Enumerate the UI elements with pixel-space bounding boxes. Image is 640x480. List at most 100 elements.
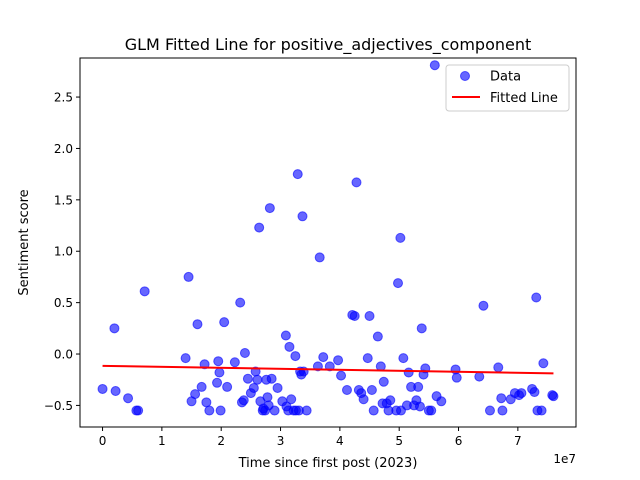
- legend: Data Fitted Line: [445, 64, 570, 112]
- data-point: [436, 396, 447, 407]
- data-point: [516, 388, 527, 399]
- data-point: [474, 371, 485, 382]
- legend-data-label: Data: [490, 70, 521, 85]
- y-tick-label: 2.0: [54, 142, 73, 156]
- data-point: [196, 381, 207, 392]
- y-axis-label: Sentiment score: [17, 189, 32, 295]
- data-point: [252, 374, 263, 385]
- data-point: [496, 393, 507, 404]
- data-point: [351, 177, 362, 188]
- data-point: [366, 384, 377, 395]
- data-point: [266, 373, 277, 384]
- data-point: [123, 393, 134, 404]
- data-point: [190, 389, 201, 400]
- data-point: [201, 397, 212, 408]
- data-point: [393, 278, 404, 289]
- data-point: [192, 319, 203, 330]
- x-tick-label: 6: [455, 434, 463, 448]
- data-point: [280, 330, 291, 341]
- x-tick-label: 7: [514, 434, 522, 448]
- data-point: [301, 405, 312, 416]
- data-point: [395, 232, 406, 243]
- data-point: [538, 358, 549, 369]
- data-point: [262, 392, 273, 403]
- y-tick-label: 1.0: [54, 245, 73, 259]
- data-point: [272, 382, 283, 393]
- data-point: [378, 376, 389, 387]
- data-point: [292, 169, 303, 180]
- data-point: [264, 203, 275, 214]
- y-tick-label: −0.5: [44, 399, 73, 413]
- data-point: [451, 372, 462, 383]
- data-point: [133, 405, 144, 416]
- data-point: [235, 297, 246, 308]
- data-point: [222, 381, 233, 392]
- data-point: [426, 405, 437, 416]
- data-point: [318, 352, 329, 363]
- data-point: [204, 405, 215, 416]
- data-point: [297, 211, 308, 222]
- x-axis: 0 1 2 3 4 5 6 7: [99, 427, 522, 448]
- data-point: [548, 391, 559, 402]
- data-point: [97, 383, 108, 394]
- x-tick-label: 5: [395, 434, 403, 448]
- data-point: [358, 394, 369, 405]
- chart-title: GLM Fitted Line for positive_adjectives_…: [125, 35, 532, 55]
- fitted-line: [102, 364, 554, 375]
- data-point: [493, 362, 504, 373]
- data-point: [314, 252, 325, 263]
- data-point: [239, 347, 250, 358]
- data-point: [413, 381, 424, 392]
- x-tick-label: 3: [277, 434, 285, 448]
- y-tick-label: 0.0: [54, 348, 73, 362]
- data-point: [290, 351, 301, 362]
- data-point: [254, 222, 265, 233]
- data-point: [362, 353, 373, 364]
- data-point: [213, 356, 224, 367]
- data-point: [368, 405, 379, 416]
- data-point: [429, 60, 440, 71]
- data-point: [403, 367, 414, 378]
- data-point: [416, 323, 427, 334]
- data-point: [284, 341, 295, 352]
- data-point: [529, 387, 540, 398]
- data-point: [214, 367, 225, 378]
- x-tick-label: 1: [158, 434, 166, 448]
- data-point: [398, 353, 409, 364]
- legend-data-marker: [460, 71, 470, 81]
- plot-area: [97, 60, 559, 416]
- data-point: [414, 401, 425, 412]
- legend-box: [445, 64, 570, 112]
- y-tick-label: 1.5: [54, 193, 73, 207]
- data-point: [497, 405, 508, 416]
- data-point: [364, 310, 375, 321]
- x-axis-offset-label: 1e7: [553, 452, 576, 466]
- data-point: [478, 300, 489, 311]
- data-point: [333, 355, 344, 366]
- x-tick-label: 4: [336, 434, 344, 448]
- data-point: [341, 384, 352, 395]
- data-point: [269, 405, 280, 416]
- data-point: [109, 323, 120, 334]
- data-point: [139, 286, 150, 297]
- data-point: [242, 373, 253, 384]
- x-tick-label: 2: [217, 434, 225, 448]
- plot-frame: [79, 57, 577, 428]
- data-point: [248, 382, 259, 393]
- data-point: [238, 395, 249, 406]
- data-point: [286, 394, 297, 405]
- data-point: [336, 370, 347, 381]
- y-axis: −0.5 0.0 0.5 1.0 1.5 2.0 2.5: [44, 91, 80, 413]
- y-tick-label: 2.5: [54, 91, 73, 105]
- data-point: [180, 353, 191, 364]
- data-point: [349, 310, 360, 321]
- data-point: [183, 271, 194, 282]
- y-tick-label: 0.5: [54, 296, 73, 310]
- data-point: [531, 292, 542, 303]
- data-point: [229, 357, 240, 368]
- legend-fit-label: Fitted Line: [490, 91, 558, 106]
- data-point: [215, 405, 226, 416]
- data-point: [110, 386, 121, 397]
- x-axis-label: Time since first post (2023): [238, 456, 418, 471]
